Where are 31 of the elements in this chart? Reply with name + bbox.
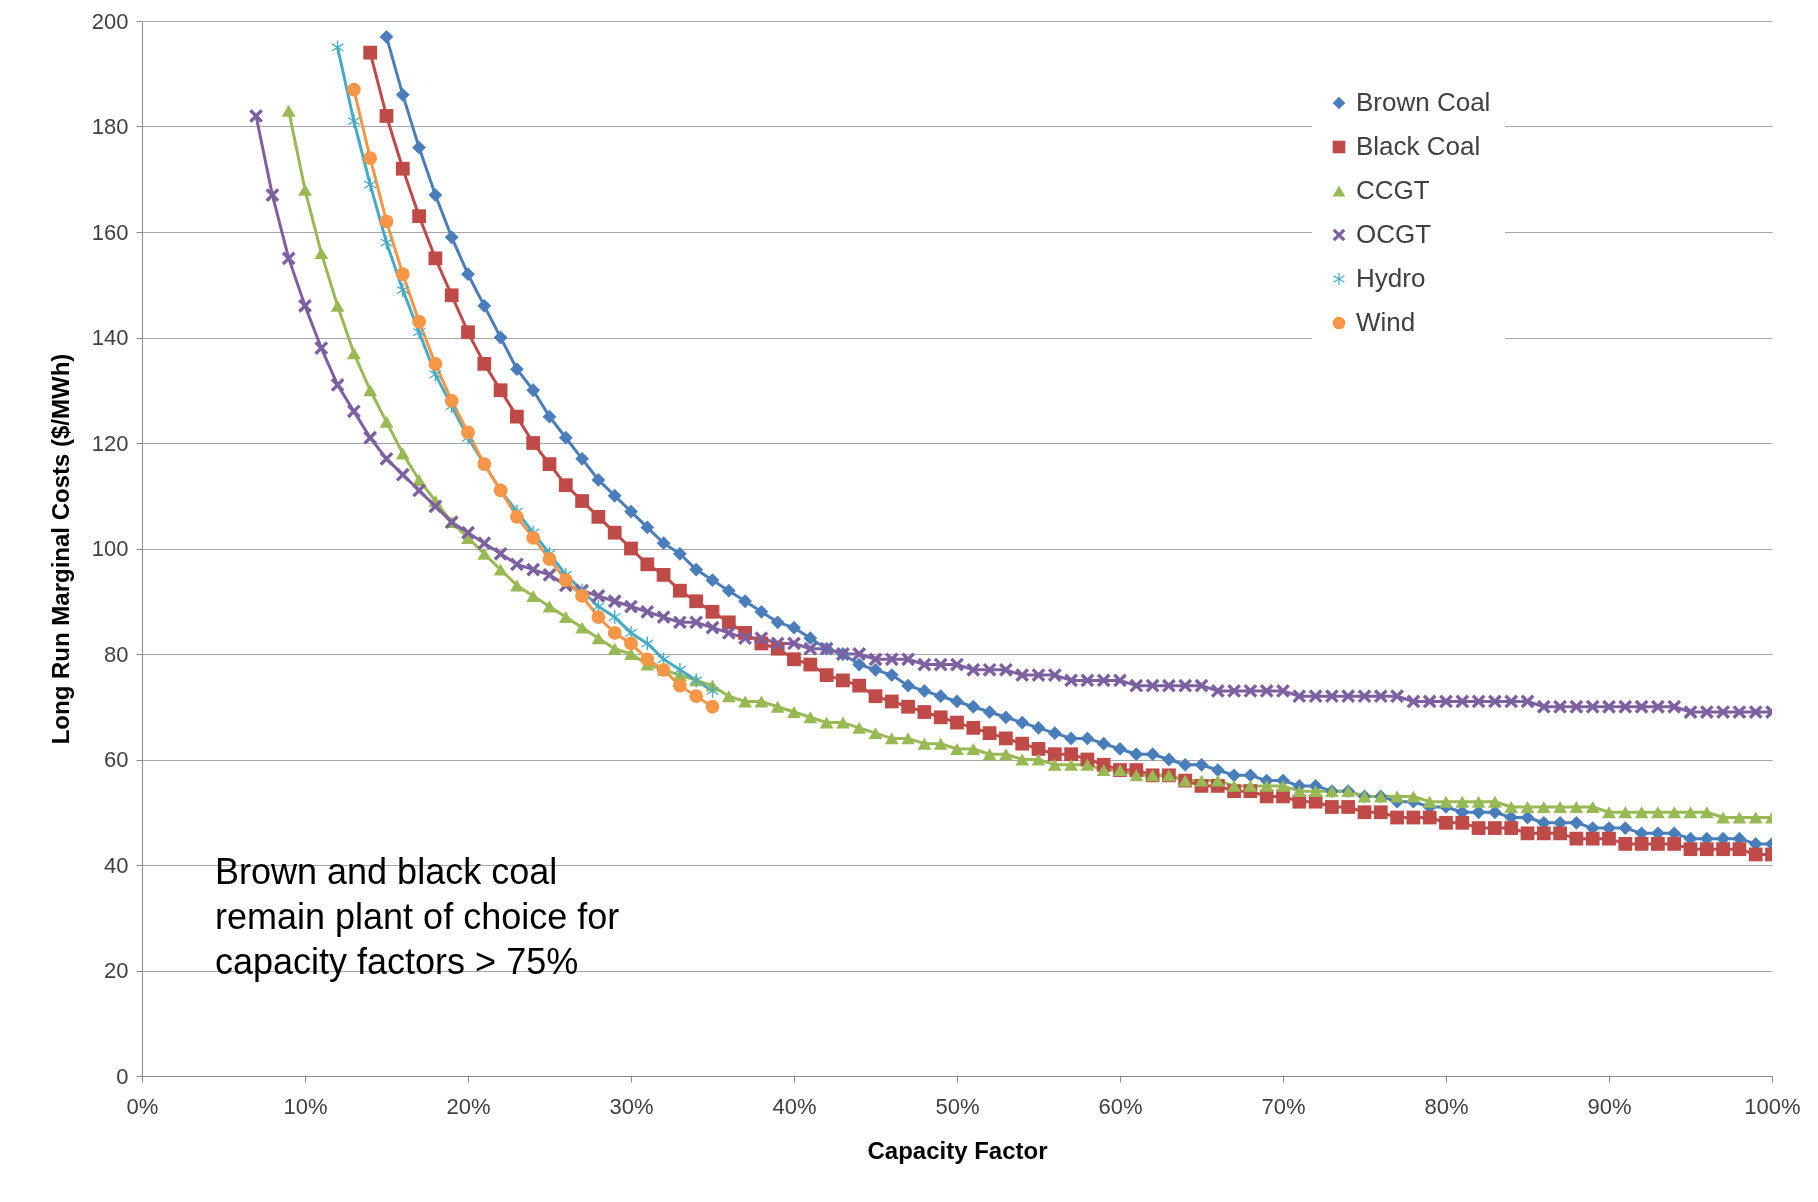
y-tick-label: 160	[91, 219, 129, 245]
y-tick-label: 100	[91, 536, 129, 561]
x-tick-label: 10%	[283, 1093, 328, 1119]
y-tick-label: 80	[104, 641, 129, 667]
y-axis-title: Long Run Marginal Costs ($/MWh)	[46, 353, 74, 745]
x-tick-label: 0%	[126, 1093, 159, 1119]
legend-label: OCGT	[1356, 219, 1432, 249]
x-tick-label: 30%	[609, 1093, 654, 1119]
x-tick-label: 90%	[1587, 1093, 1632, 1119]
x-tick-label: 40%	[772, 1093, 817, 1119]
x-tick-label: 70%	[1261, 1093, 1306, 1119]
y-tick-label: 200	[91, 8, 129, 34]
legend-label: Brown Coal	[1356, 87, 1491, 117]
x-tick-label: 80%	[1424, 1093, 1469, 1119]
legend-label: Wind	[1356, 307, 1416, 337]
legend-label: Hydro	[1356, 263, 1426, 293]
annotation: Brown and black coal remain plant of choice for capacity factors > 75%	[215, 851, 620, 982]
y-tick-label: 40	[104, 852, 129, 878]
x-axis-title: Capacity Factor	[867, 1136, 1048, 1164]
x-tick-label: 50%	[935, 1093, 980, 1119]
legend-label: Black Coal	[1356, 131, 1481, 161]
y-tick-label: 20	[104, 958, 129, 983]
legend-label: CCGT	[1356, 175, 1430, 205]
y-tick-label: 60	[104, 747, 129, 772]
y-tick-label: 140	[91, 325, 129, 350]
y-tick-label: 180	[91, 114, 129, 139]
x-tick-label: 20%	[446, 1093, 491, 1119]
x-tick-label: 60%	[1098, 1093, 1143, 1119]
y-tick-label: 0	[116, 1063, 129, 1089]
x-tick-label: 100%	[1744, 1093, 1801, 1119]
y-tick-label: 120	[91, 430, 129, 456]
